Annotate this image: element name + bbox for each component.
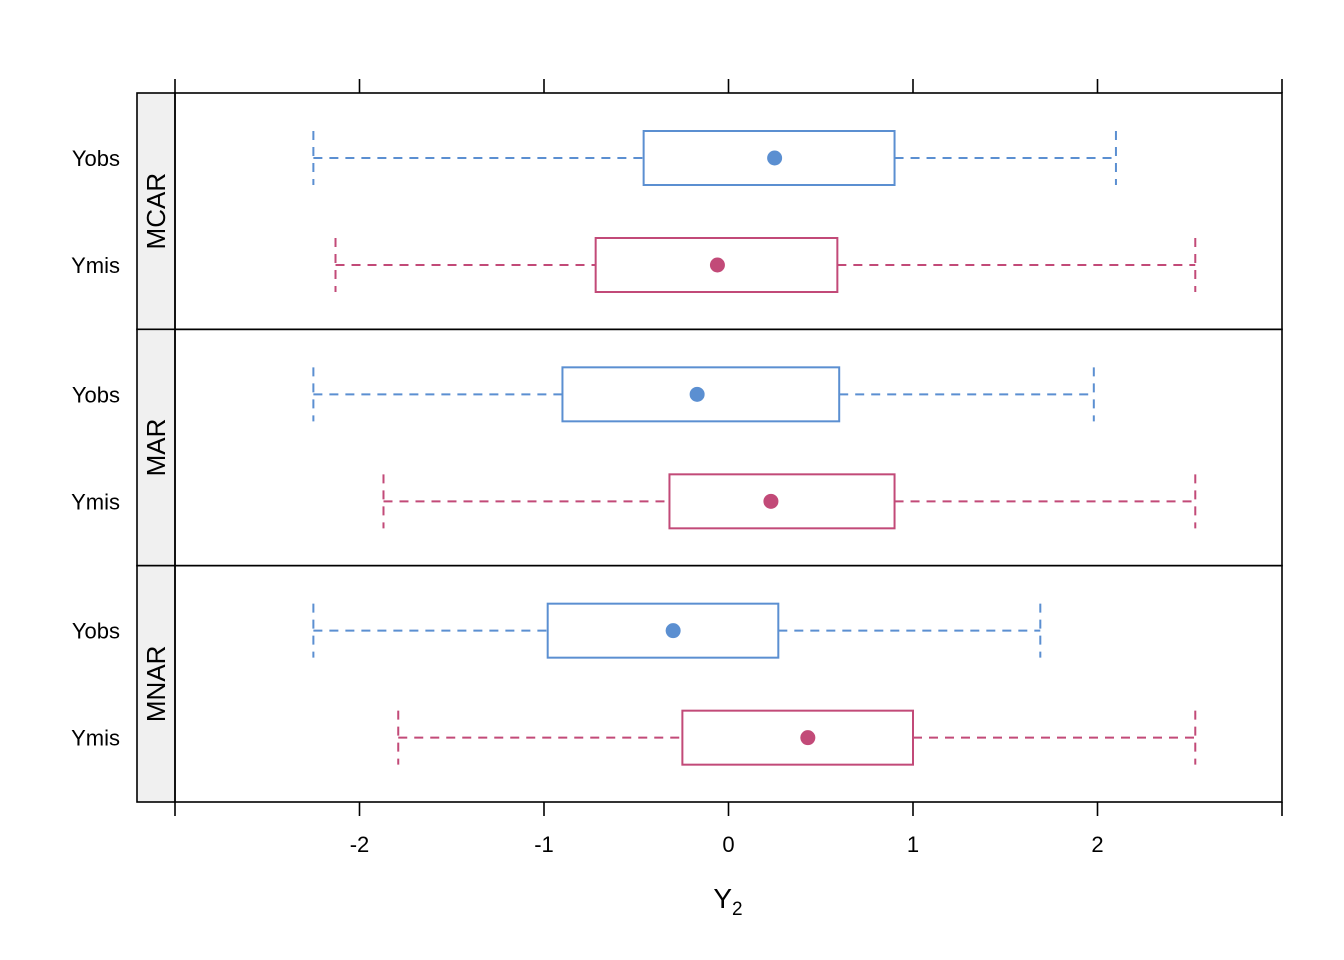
median-dot (767, 150, 783, 166)
box-mnar-yobs: Yobs (72, 602, 1042, 659)
box-mar-ymis: Ymis (71, 473, 1197, 530)
category-label: Yobs (72, 619, 120, 644)
strip-label-mcar: MCAR (141, 173, 171, 250)
panels: MCAR Yobs Ymis MAR Yobs Ymis MNAR Yobs Ymis (71, 92, 1283, 803)
box-mnar-ymis: Ymis (71, 709, 1197, 766)
median-dot (665, 623, 681, 639)
median-dot (800, 730, 816, 746)
panel-frame (174, 92, 1283, 331)
panel-frame (174, 564, 1283, 803)
box-mar-yobs: Yobs (72, 366, 1095, 423)
iqr-box (681, 709, 914, 766)
x-axis-label-subscript: 2 (732, 899, 743, 920)
iqr-box (668, 473, 896, 530)
strip-label-mnar: MNAR (141, 646, 171, 723)
strip-mcar (136, 92, 176, 331)
x-axis-label: Y2 (713, 883, 742, 920)
category-label: Ymis (71, 489, 120, 514)
strip-mar (136, 328, 176, 567)
iqr-box (546, 602, 780, 659)
box-mcar-yobs: Yobs (72, 130, 1117, 186)
x-tick-label: 0 (722, 832, 734, 857)
category-label: Ymis (71, 726, 120, 751)
median-dot (689, 386, 705, 402)
x-tick-label: 2 (1091, 832, 1103, 857)
median-dot (709, 257, 725, 273)
panel-mnar: MNAR Yobs Ymis (71, 564, 1283, 803)
x-tick-label: -2 (350, 832, 370, 857)
x-axis-label-main: Y (713, 883, 732, 914)
panel-mar: MAR Yobs Ymis (71, 328, 1283, 567)
box-mcar-ymis: Ymis (71, 237, 1197, 293)
panel-frame (174, 328, 1283, 567)
x-tick-label: 1 (907, 832, 919, 857)
x-tick-label: -1 (534, 832, 554, 857)
category-label: Yobs (72, 146, 120, 171)
x-axis: -2 -1 0 1 2 (174, 79, 1283, 857)
iqr-box (594, 237, 839, 293)
median-dot (763, 493, 779, 509)
strip-label-mar: MAR (141, 419, 171, 477)
category-label: Yobs (72, 382, 120, 407)
strip-mnar (136, 564, 176, 803)
panel-mcar: MCAR Yobs Ymis (71, 92, 1283, 331)
category-label: Ymis (71, 253, 120, 278)
